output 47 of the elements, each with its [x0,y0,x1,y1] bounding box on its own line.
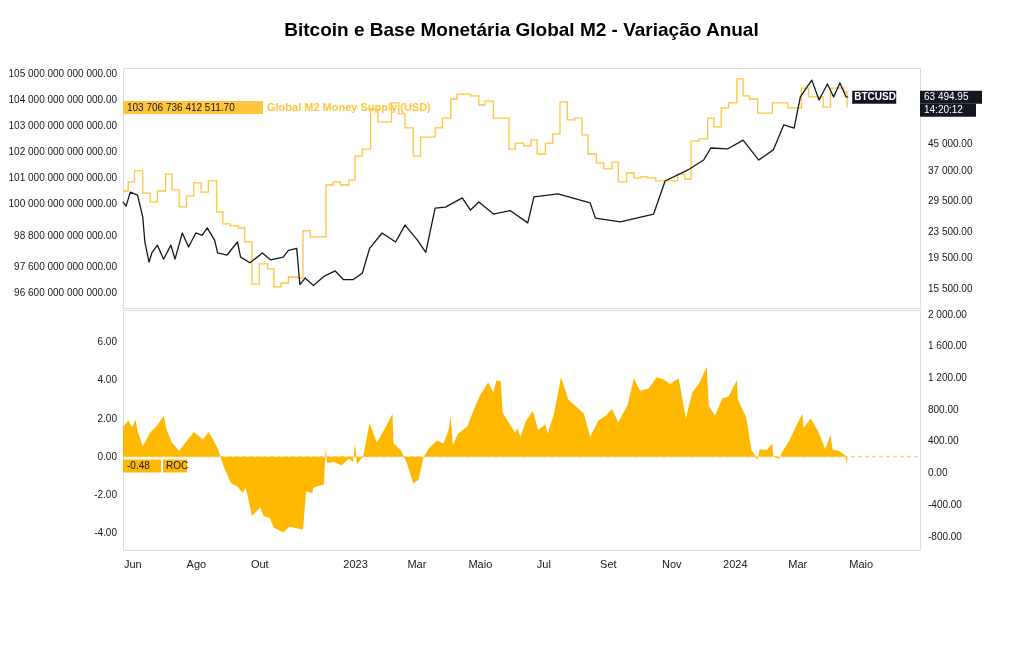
y-tick-label: 4.00 [97,374,118,386]
y2-tick-label: 2 000.00 [928,308,968,320]
y2-tick-label: 37 000.00 [928,164,973,176]
y2-tick-label: 1 200.00 [928,372,968,384]
y-tick-label: 103 000 000 000 000.00 [8,120,118,132]
x-tick-label: Out [250,557,269,570]
y-tick-label: 6.00 [97,335,118,347]
chart-title: Bitcoin e Base Monetária Global M2 - Variação Anual [284,19,759,40]
y2-tick-label: -800.00 [928,530,963,542]
x-tick-label: Set [600,557,617,570]
y-tick-label: 104 000 000 000 000.00 [8,94,118,106]
x-tick-label: Maio [468,557,493,570]
y-tick-label: 0.00 [97,450,118,462]
x-tick-label: Jun [123,557,142,570]
x-tick-label: Nov [662,557,683,570]
y2-tick-label: 800.00 [928,403,960,415]
y-tick-label: 100 000 000 000 000.00 [8,198,118,210]
y2-tick-label: 400.00 [928,435,960,447]
y-tick-label: 101 000 000 000 000.00 [8,172,118,184]
y2-tick-label: 15 500.00 [928,283,973,295]
y2-tick-label: 19 500.00 [928,251,973,263]
y-tick-label: 2.00 [97,412,118,424]
y2-tick-label: 23 500.00 [928,226,973,238]
annotation: 103 706 736 412 511.70 [127,101,236,113]
y-tick-label: 102 000 000 000 000.00 [8,146,118,158]
y-tick-label: 98 800 000 000 000.00 [14,229,118,241]
y-tick-label: -2.00 [94,489,118,501]
x-tick-label: Jul [536,557,551,570]
y2-tick-label: 0.00 [928,467,948,479]
x-tick-label: 2024 [723,557,748,570]
text: 14:20:12 [924,104,964,116]
y2-tick-label: 1 600.00 [928,340,968,352]
annotation: -0.48 [127,459,151,471]
text: 63 494.95 [924,91,969,103]
x-tick-label: Mar [788,557,808,570]
y2-tick-label: 45 000.00 [928,138,973,150]
y-tick-label: 105 000 000 000 000.00 [8,67,118,79]
x-tick-label: Ago [186,557,207,570]
y2-tick-label: 29 500.00 [928,195,973,207]
series-label: BTCUSD [854,91,896,103]
x-tick-label: 2023 [343,557,368,570]
y-tick-label: 97 600 000 000 000.00 [14,260,118,272]
x-tick-label: Mar [407,557,427,570]
y2-tick-label: -400.00 [928,498,963,510]
y-tick-label: -4.00 [94,527,118,539]
y-tick-label: 96 600 000 000 000.00 [14,286,118,298]
x-tick-label: Maio [849,557,874,570]
